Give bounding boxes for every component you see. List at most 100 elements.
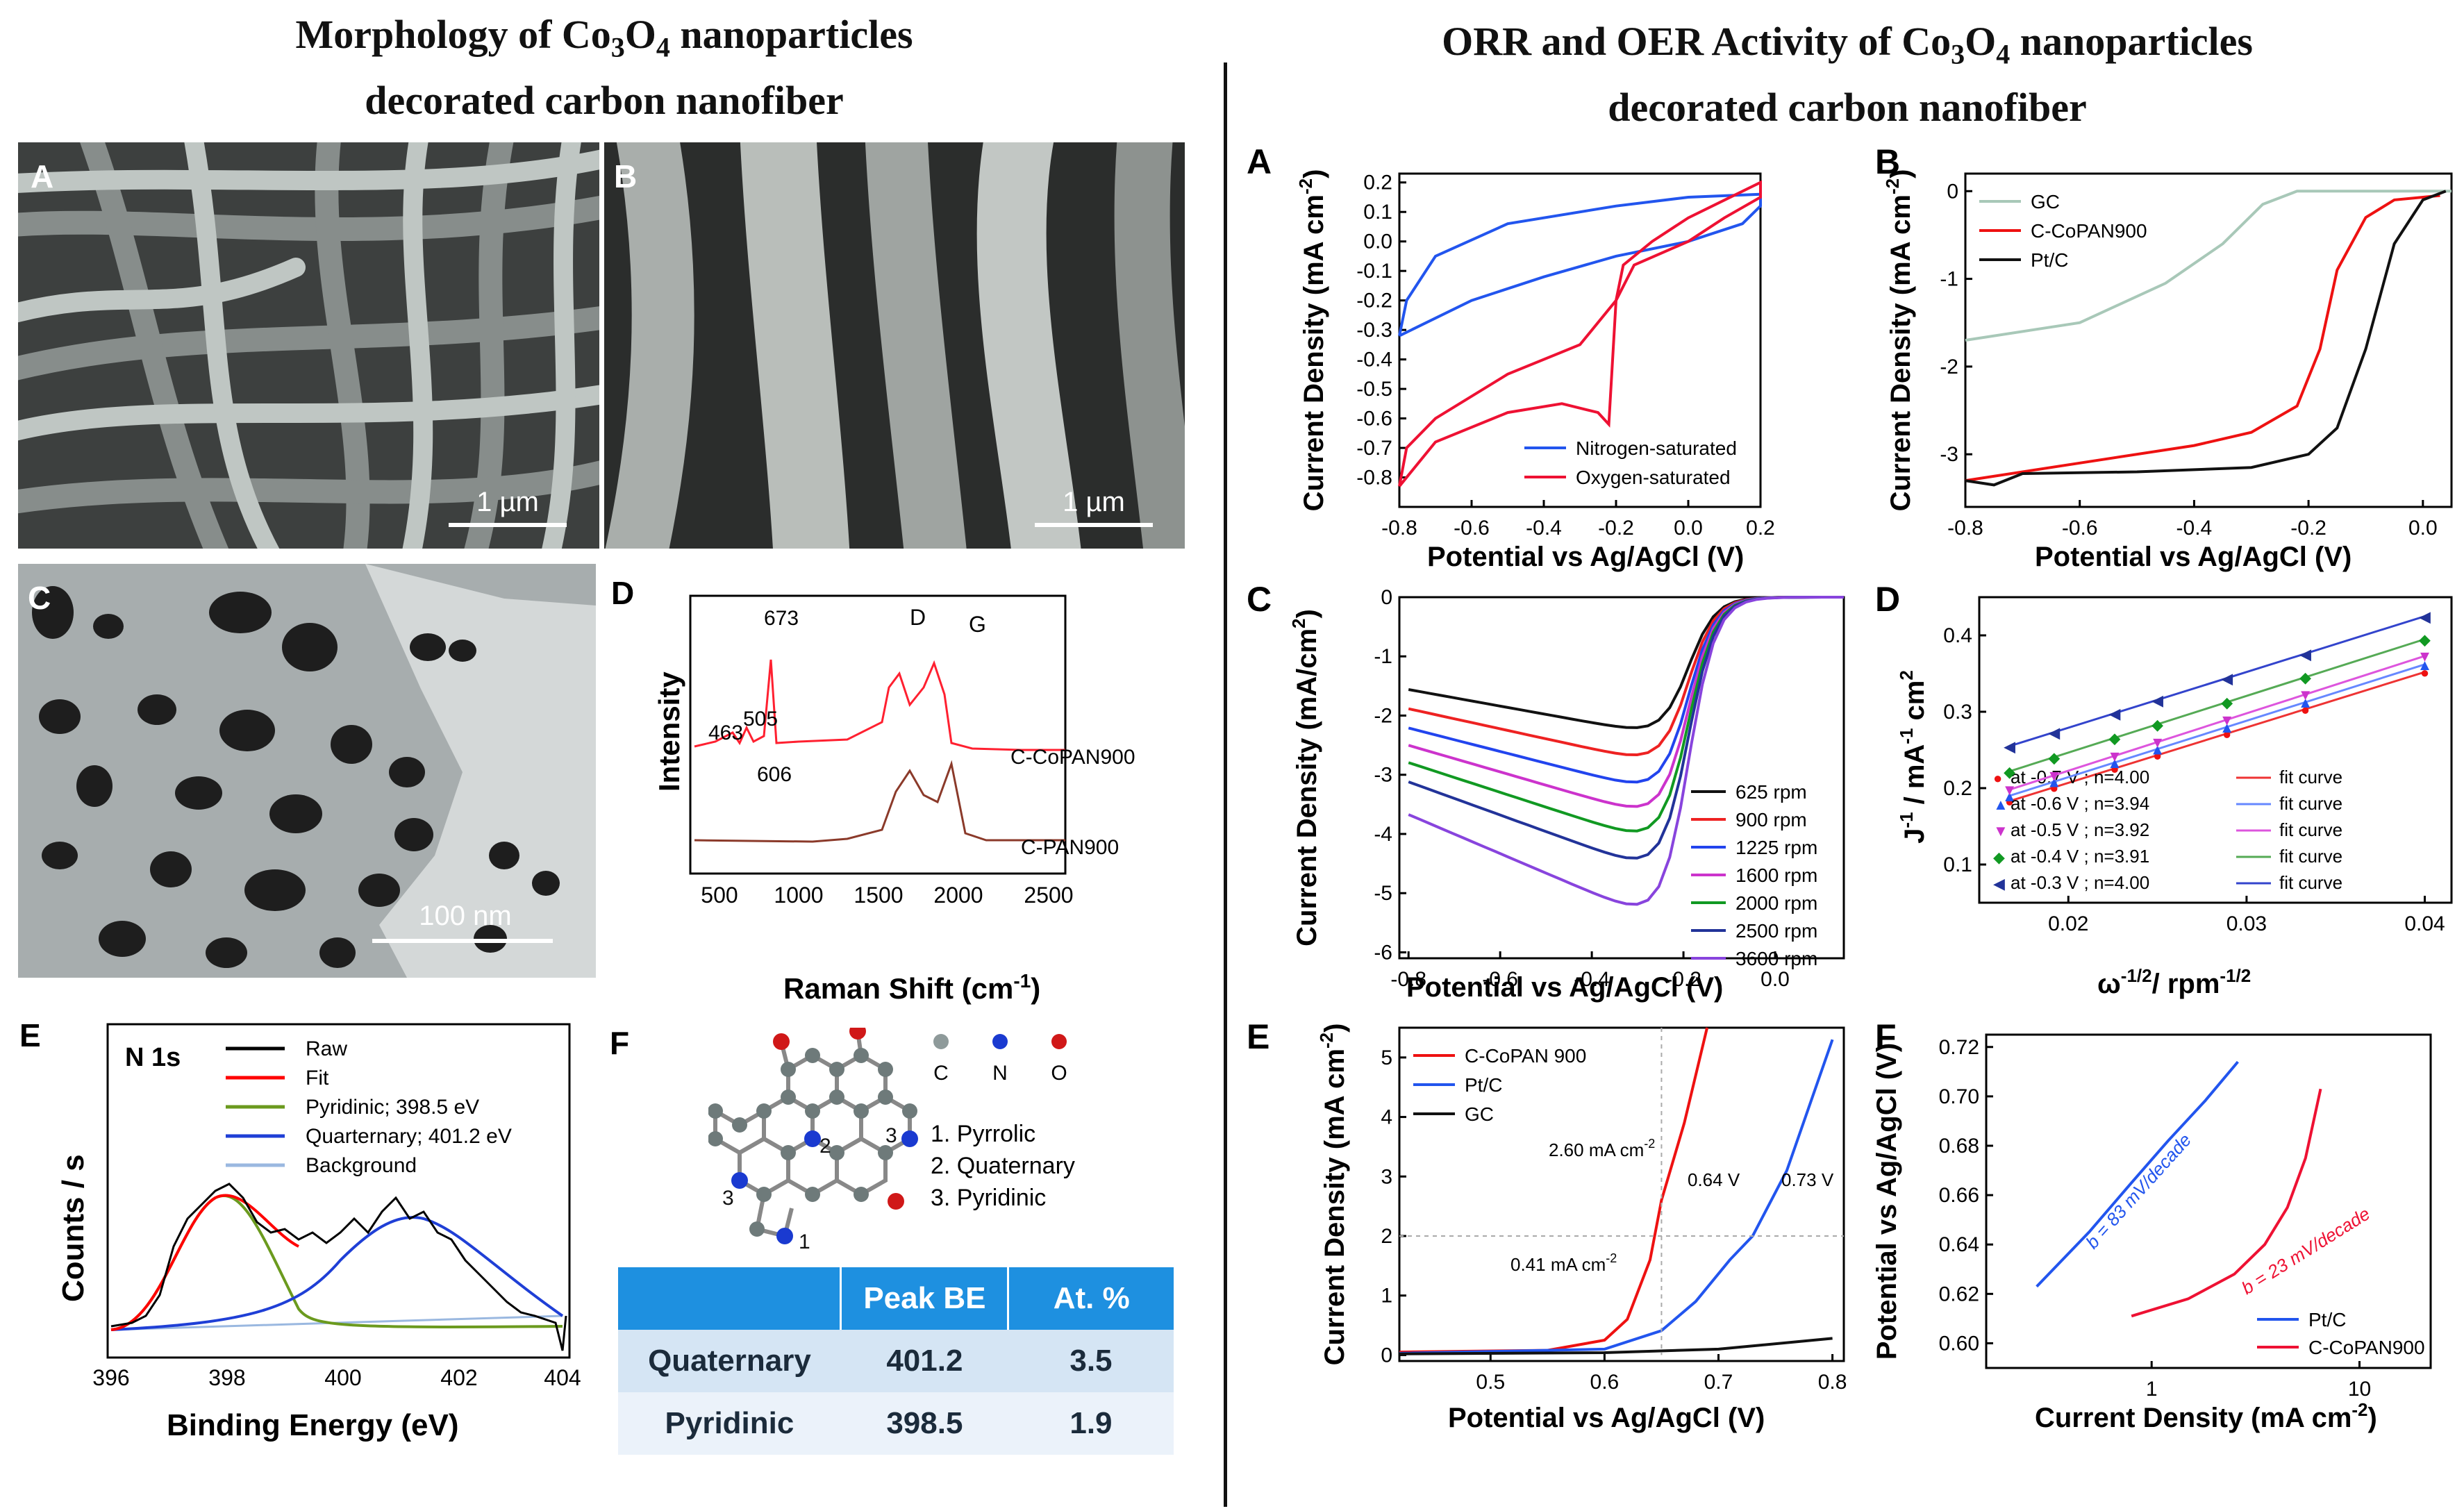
legend-fit-label: fit curve	[2279, 819, 2342, 840]
series-1	[1399, 1039, 1834, 1355]
panel-label: B	[1875, 142, 1900, 181]
xps-fit-line	[110, 1194, 299, 1331]
y-tick-label: 0.1	[1363, 201, 1392, 224]
series-2	[1399, 1337, 1833, 1355]
divider	[1224, 62, 1227, 1507]
y-tick-label: -0.8	[1356, 467, 1392, 490]
data-point: ▲	[2002, 787, 2017, 805]
y-tick-label: 0.70	[1939, 1085, 1979, 1108]
annotation-2-60: 2.60 mA cm-2	[1549, 1137, 1655, 1160]
xps-xlabel: Binding Energy (eV)	[167, 1408, 458, 1442]
x-tick-label: -0.6	[1482, 968, 1518, 991]
data-point: ●	[2153, 746, 2162, 764]
left-title: Morphology of Co3O4 nanoparticles decora…	[295, 12, 913, 123]
tem-image-c: C 100 nm	[18, 564, 596, 978]
legend-label: C-CoPAN900	[2031, 220, 2147, 242]
series-oxygen	[1398, 180, 1762, 487]
fit-line	[2009, 638, 2425, 773]
x-tick-label: -0.2	[1598, 517, 1634, 540]
x-tick-label: 1	[2146, 1378, 2158, 1401]
chart-e-oer: 0.5 0.6 0.7 0.8 0 1 2 3 4 5 E C-CoPAN 900 Pt/C GC 2.60…	[1247, 1017, 1847, 1433]
y-tick-label: 3	[1381, 1165, 1392, 1188]
svg-text:Pyridinic; 398.5 eV: Pyridinic; 398.5 eV	[306, 1096, 479, 1119]
series-1	[1965, 194, 2440, 483]
raman-line-ccopan900	[694, 659, 1065, 751]
sem-a-fibers	[18, 142, 599, 549]
series-nitrogen	[1398, 192, 1762, 337]
legend-label: 2000 rpm	[1735, 892, 1817, 914]
raman-legend-ccopan900: C-CoPAN900	[1010, 746, 1135, 769]
panel-label-f-left: F	[610, 1025, 630, 1061]
y-tick-label: -0.2	[1356, 290, 1392, 312]
x-tick-label: 0.02	[2048, 912, 2088, 935]
legend-label: C-CoPAN 900	[1465, 1045, 1586, 1067]
data-point: ●	[2110, 760, 2119, 778]
table-header: At. %	[1007, 1267, 1174, 1330]
x-tick-label: 0.0	[1760, 968, 1790, 991]
x-axis-label: Potential vs Ag/AgCl (V)	[1427, 542, 1744, 572]
legend-marker: ▲	[1993, 796, 2008, 813]
table-cell: Pyridinic	[665, 1406, 794, 1440]
legend-marker: ◀	[1993, 875, 2005, 892]
legend-label: GC	[1465, 1103, 1494, 1125]
y-tick-label: 2	[1381, 1225, 1392, 1248]
legend-label: Nitrogen-saturated	[1576, 437, 1737, 459]
raman-line-cpan900	[694, 760, 1065, 843]
chart-f-frame	[1985, 1033, 2432, 1369]
x-tick-label: 0.04	[2404, 912, 2445, 935]
y-axis-label: Potential vs Ag/AgCl (V)	[1872, 1043, 1902, 1360]
series-0	[1965, 190, 2451, 342]
table-cell: 3.5	[1069, 1344, 1113, 1378]
y-tick-label: 0.64	[1939, 1233, 1979, 1256]
svg-text:2000: 2000	[933, 883, 983, 908]
legend-label: 900 rpm	[1735, 809, 1807, 830]
y-axis-label: Current Density (mA cm-2)	[1316, 1024, 1350, 1366]
sem-image-a: A 1 µm	[18, 142, 599, 549]
table-cell: Quaternary	[648, 1344, 811, 1378]
x-tick-label: -0.4	[2176, 517, 2213, 540]
panel-label-d: D	[611, 575, 634, 611]
data-point: ▼	[2047, 767, 2062, 785]
data-point: ●	[2005, 793, 2014, 810]
svg-text:Raw: Raw	[306, 1037, 347, 1060]
legend-marker: ●	[1993, 769, 2002, 787]
y-tick-label: 0.62	[1939, 1283, 1979, 1305]
y-tick-label: -0.1	[1356, 260, 1392, 283]
svg-text:1000: 1000	[774, 883, 823, 908]
site-item: 3. Pyridinic	[931, 1185, 1047, 1211]
x-tick-label: 0.2	[1746, 517, 1775, 540]
data-point: ▼	[2107, 747, 2122, 765]
svg-text:N: N	[992, 1062, 1008, 1085]
x-tick-label: -0.8	[1390, 968, 1426, 991]
xps-plot-frame	[106, 1023, 571, 1359]
raman-panel-d: D 463 505 673 606 D G C-CoPAN900 C-PAN90…	[611, 575, 1135, 1005]
data-point: ●	[2420, 664, 2429, 681]
chart-f-tafel: 1 10 0.72 0.70 0.68 0.66 0.64 0.62 0.60 Fb = 83 m…	[1872, 1017, 2432, 1433]
svg-text:396: 396	[92, 1365, 129, 1390]
raman-xlabel: Raman Shift (cm-1)	[783, 970, 1040, 1005]
data-point: ◆	[2048, 749, 2060, 766]
y-tick-label: -0.6	[1356, 408, 1392, 431]
data-point: ◀	[2221, 670, 2233, 687]
svg-text:Quarternary; 401.2 eV: Quarternary; 401.2 eV	[306, 1125, 512, 1148]
xps-title: N 1s	[125, 1043, 181, 1072]
x-tick-label: 0.03	[2226, 912, 2267, 935]
legend-label: 3600 rpm	[1735, 948, 1817, 969]
series-rpm-1	[1408, 596, 1844, 757]
data-point: ▼	[2298, 686, 2313, 703]
nitrogen-structure: 2 3 3 1	[708, 1028, 918, 1253]
data-point: ◆	[2151, 716, 2163, 733]
data-point: ◀	[2004, 738, 2015, 756]
y-tick-label: 0.68	[1939, 1135, 1979, 1158]
y-tick-label: 0.2	[1363, 172, 1392, 194]
series-ccopan900	[2131, 1088, 2322, 1318]
x-tick-label: 0.6	[1590, 1371, 1620, 1394]
x-tick-label: -0.2	[1665, 968, 1701, 991]
x-tick-label: -0.4	[1574, 968, 1610, 991]
y-tick-label: 0.0	[1363, 231, 1392, 253]
xps-raw-line	[110, 1183, 567, 1351]
legend-label: 1600 rpm	[1735, 865, 1817, 886]
y-tick-label: -3	[1374, 764, 1392, 787]
table-header	[618, 1267, 841, 1330]
y-tick-label: -2	[1374, 704, 1392, 727]
